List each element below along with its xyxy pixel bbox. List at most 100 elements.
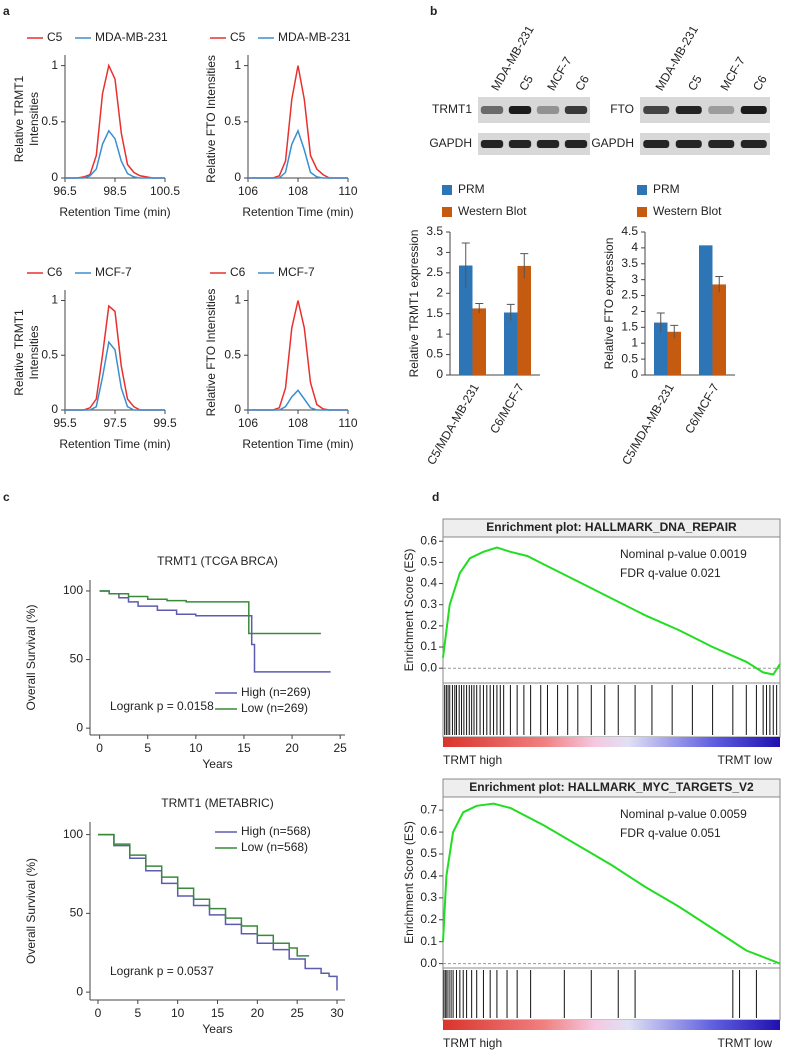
bar [667,331,681,375]
error-bar [656,312,665,333]
y-tick-label: 0 [234,402,241,416]
y-tick-label: 1.5 [621,320,638,334]
series-line [65,129,165,179]
panel-letter: b [430,4,437,18]
y-tick-label: 50 [70,906,84,920]
x-axis-label: Retention Time (min) [59,205,170,219]
survival-curve [98,833,310,957]
survival-curve [99,590,321,635]
legend-label: Western Blot [653,204,722,218]
legend-label: C6 [230,265,246,279]
y-tick-label: 0.0 [420,660,437,674]
x-tick-label: 20 [251,1006,265,1020]
x-axis-label: Retention Time (min) [242,205,353,219]
y-tick-label: 0.3 [420,597,437,611]
x-tick-label: 106 [238,416,258,430]
error-bar [506,303,515,321]
rank-label: TRMT low [718,1036,773,1050]
y-tick-label: 2.5 [621,288,638,302]
y-tick-label: 0.5 [224,114,241,128]
y-tick-label: 3.5 [621,256,638,270]
x-tick-label: 15 [237,741,251,755]
y-tick-label: 100 [63,827,83,841]
x-tick-label: 30 [330,1006,344,1020]
y-tick-label: 0.2 [420,912,437,926]
error-bar [715,275,724,293]
error-bar [475,303,484,314]
bar [712,284,726,375]
y-tick-label: 0.5 [621,351,638,365]
y-tick-label: 2 [631,304,638,318]
x-axis-label: Years [202,757,232,771]
y-tick-label: 3.5 [426,224,443,238]
y-tick-label: 0.5 [41,347,58,361]
legend-label: C5 [230,30,246,44]
legend-label: MCF-7 [95,265,132,279]
y-tick-label: 0.6 [420,824,437,838]
blot [478,133,590,155]
y-tick-label: 3 [436,245,443,259]
y-tick-label: 1 [234,58,241,72]
y-axis-label: Intensities [27,325,41,379]
chart-title: Enrichment plot: HALLMARK_DNA_REPAIR [486,520,737,534]
x-tick-label: 10 [171,1006,185,1020]
x-tick-label: 110 [338,184,357,198]
y-tick-label: 4.5 [621,224,638,238]
y-tick-label: 100 [63,583,83,597]
y-axis-label: Relative FTO Intensities [204,289,218,417]
band [675,140,702,148]
annotation: FDR q-value 0.051 [620,826,721,840]
lane-label: C6 [750,73,770,94]
x-tick-label: 97.5 [103,416,127,430]
series-line [248,65,348,179]
blot [640,133,770,155]
x-tick-label: 110 [338,416,357,430]
x-tick-label: 0 [96,741,103,755]
y-axis-label: Relative FTO expression [602,238,616,370]
series-line [65,340,165,411]
lane-label: C5 [516,73,536,94]
series-line [65,304,165,411]
band [740,106,767,114]
x-tick-label: C6/MCF-7 [487,381,527,436]
series-line [65,63,165,179]
x-tick-label: 99.5 [153,416,177,430]
barcode-frame [442,967,781,1021]
band [508,106,532,114]
rank-gradient [443,737,780,747]
legend-swatch [442,185,452,195]
y-tick-label: 0.0 [420,956,437,970]
band [740,140,767,148]
band [708,106,735,114]
y-tick-label: 1 [51,293,58,307]
lane-label: C5 [685,73,705,94]
y-axis-label: Relative FTO Intensities [204,55,218,183]
legend-label: MDA-MB-231 [95,30,168,44]
y-axis-label: Overall Survival (%) [24,858,38,964]
y-tick-label: 0.4 [420,868,437,882]
y-tick-label: 0.1 [420,639,437,653]
bar [517,265,531,375]
x-tick-label: 25 [334,741,348,755]
legend-label: High (n=568) [241,824,311,838]
rank-label: TRMT low [718,753,773,767]
y-tick-label: 0.5 [426,347,443,361]
y-tick-label: 0 [76,984,83,998]
x-tick-label: 5 [134,1006,141,1020]
annotation: Logrank p = 0.0158 [110,699,214,713]
y-tick-label: 1 [234,293,241,307]
x-tick-label: C5/MDA-MB-231 [619,381,677,467]
y-axis-label: Overall Survival (%) [24,604,38,710]
x-axis-label: Years [202,1022,232,1036]
y-tick-label: 0.2 [420,618,437,632]
y-tick-label: 0 [51,402,58,416]
x-tick-label: 5 [144,741,151,755]
legend-label: MDA-MB-231 [278,30,351,44]
legend-swatch [637,207,647,217]
y-tick-label: 1 [51,58,58,72]
y-tick-label: 0 [234,170,241,184]
x-tick-label: 20 [285,741,299,755]
x-tick-label: 100.5 [150,184,180,198]
rank-label: TRMT high [443,1036,502,1050]
y-axis-label: Intensities [27,92,41,146]
